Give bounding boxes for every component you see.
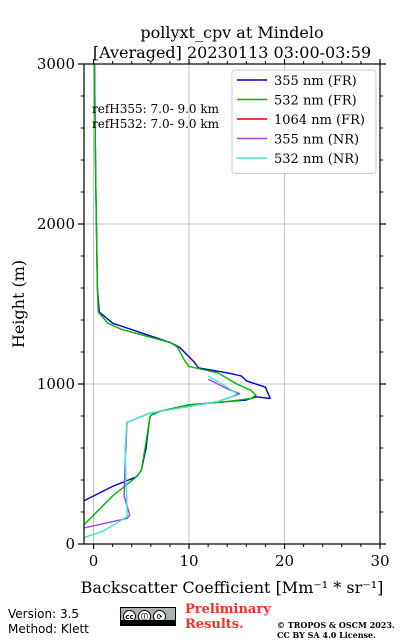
y-tick-label: 1000 (37, 375, 75, 393)
legend-label: 355 nm (NR) (274, 133, 359, 148)
legend-label: 1064 nm (FR) (274, 113, 365, 128)
x-tick-label: 20 (275, 552, 294, 570)
legend: 355 nm (FR) 532 nm (FR) 1064 nm (FR) 355 nm… (231, 69, 377, 174)
x-tick-label: 10 (179, 552, 198, 570)
footer-info: Version: 3.5 Method: Klett (8, 607, 89, 637)
series-line-4 (84, 375, 238, 539)
x-tick-label: 30 (370, 552, 389, 570)
annotation-refh355: refH355: 7.0- 9.0 km (92, 102, 220, 116)
y-tick-label: 3000 (37, 55, 75, 73)
copyright-line1: © TROPOS & OSCM 2023. (277, 620, 395, 630)
preliminary-notice: Preliminary Results. (185, 602, 271, 632)
legend-label: 532 nm (FR) (274, 94, 357, 109)
legend-label: 532 nm (NR) (274, 152, 359, 167)
preliminary-line1: Preliminary (185, 602, 271, 617)
preliminary-line2: Results. (185, 617, 244, 632)
annotation-refh532: refH532: 7.0- 9.0 km (92, 117, 220, 131)
x-tick-label: 0 (89, 552, 99, 570)
axis-ticks: 0 10 20 30 0 1000 2000 3000 (37, 55, 390, 570)
x-axis-label: Backscatter Coefficient [Mm⁻¹ * sr⁻¹] (81, 578, 384, 597)
copyright-line2: CC BY SA 4.0 License. (277, 630, 376, 640)
plot-frame (83, 63, 381, 545)
copyright-notice: © TROPOS & OSCM 2023. CC BY SA 4.0 Licen… (277, 620, 395, 640)
legend-label: 355 nm (FR) (274, 74, 357, 89)
cc-license-icon: cc ⓘ ⟳ (120, 607, 176, 626)
y-tick-label: 2000 (37, 215, 75, 233)
y-axis-label: Height (m) (9, 260, 28, 348)
legend-box (231, 69, 377, 174)
y-tick-label: 0 (65, 535, 75, 553)
method-text: Method: Klett (8, 622, 89, 636)
chart-title-line1: pollyxt_cpv at Mindelo (140, 23, 323, 42)
version-text: Version: 3.5 (8, 607, 80, 621)
series-line-1 (84, 64, 257, 526)
chart-title-line2: [Averaged] 20230113 03:00-03:59 (93, 43, 371, 62)
series-lines (84, 64, 271, 539)
